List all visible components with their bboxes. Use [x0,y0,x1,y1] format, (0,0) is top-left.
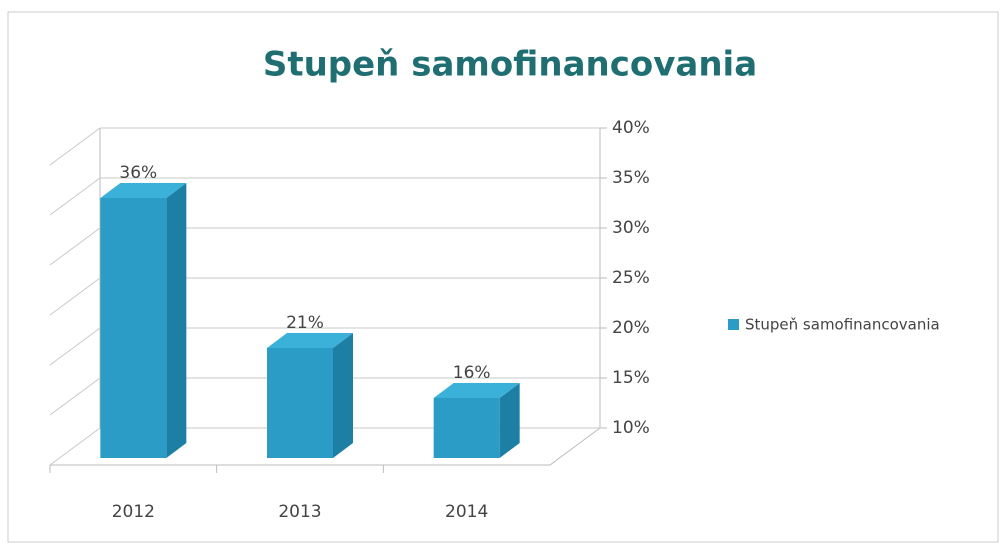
grid-line-side [49,177,101,216]
bar-side [166,183,187,458]
data-label: 36% [119,163,157,183]
bar [267,348,333,458]
chart-title: Stupeň samofinancovania [263,45,757,85]
grid-line-side [49,427,101,466]
bar [433,398,500,458]
x-tick-label: 2012 [112,502,155,522]
bar-side [333,333,353,458]
floor-right [549,427,601,466]
y-tick-label: 25% [612,268,650,288]
grid-line-side [49,127,101,166]
grid-line-side [49,377,101,416]
grid-line-side [49,327,101,366]
y-tick-label: 15% [612,368,650,388]
y-tick-label: 35% [612,168,650,188]
data-label: 16% [453,363,491,383]
bar-side [499,383,520,458]
bar-top [100,183,187,198]
legend-swatch [728,319,739,330]
x-tick-label: 2013 [278,502,321,522]
y-tick-label: 40% [612,118,650,138]
y-tick-label: 30% [612,218,650,238]
grid-line-side [49,277,101,316]
x-tick-label: 2014 [445,502,488,522]
bar-top [267,333,353,348]
y-tick-label: 10% [612,418,650,438]
bar [100,198,167,458]
data-label: 21% [286,313,324,333]
legend-label: Stupeň samofinancovania [745,316,940,334]
y-tick-label: 20% [612,318,650,338]
bar-top [433,383,520,398]
grid-line-side [49,227,101,266]
